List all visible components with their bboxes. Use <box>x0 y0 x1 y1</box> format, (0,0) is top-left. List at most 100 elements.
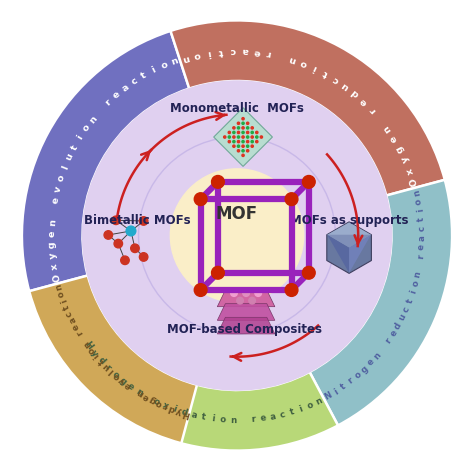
Text: r: r <box>75 328 85 337</box>
Circle shape <box>224 136 226 138</box>
Text: r: r <box>367 105 377 114</box>
Text: n: n <box>82 339 93 349</box>
Circle shape <box>242 154 244 156</box>
Circle shape <box>228 131 230 134</box>
Text: e: e <box>111 90 122 101</box>
Circle shape <box>242 145 244 147</box>
Text: g: g <box>118 375 128 386</box>
Text: l: l <box>60 164 70 171</box>
Text: a: a <box>269 412 276 422</box>
Text: x: x <box>161 401 170 411</box>
Text: t: t <box>97 357 106 365</box>
Circle shape <box>246 127 249 129</box>
Text: t: t <box>417 217 426 222</box>
Text: e: e <box>71 322 82 331</box>
Text: a: a <box>417 235 426 241</box>
Circle shape <box>242 122 244 124</box>
Circle shape <box>255 290 262 296</box>
Text: o: o <box>110 369 120 380</box>
Text: o: o <box>152 397 161 407</box>
Text: i: i <box>92 351 101 360</box>
Circle shape <box>246 145 249 147</box>
Circle shape <box>285 284 298 296</box>
Text: n: n <box>413 270 423 278</box>
Circle shape <box>237 122 240 124</box>
Circle shape <box>249 297 255 304</box>
Circle shape <box>246 131 249 134</box>
Text: e: e <box>358 96 369 106</box>
Circle shape <box>285 193 298 205</box>
Text: MOF: MOF <box>216 205 258 223</box>
Wedge shape <box>310 180 452 425</box>
Text: d: d <box>393 321 404 331</box>
Text: u: u <box>101 361 112 372</box>
Circle shape <box>194 193 207 205</box>
Circle shape <box>302 176 315 188</box>
Text: x: x <box>50 263 60 271</box>
Circle shape <box>237 140 240 143</box>
Text: c: c <box>331 74 340 84</box>
Circle shape <box>237 136 240 138</box>
Text: i: i <box>207 48 211 57</box>
Text: c: c <box>64 309 75 318</box>
Circle shape <box>211 267 224 279</box>
Text: o: o <box>410 279 421 287</box>
Text: y: y <box>175 406 183 416</box>
Text: c: c <box>417 226 426 231</box>
Circle shape <box>211 176 224 188</box>
Text: o: o <box>87 345 98 355</box>
Circle shape <box>251 140 253 143</box>
Text: n: n <box>288 54 297 65</box>
Text: n: n <box>315 396 324 406</box>
Text: r: r <box>416 253 425 259</box>
Text: o: o <box>112 371 122 382</box>
Text: Bimetallic MOFs: Bimetallic MOFs <box>84 214 191 227</box>
Text: g: g <box>148 394 157 405</box>
Circle shape <box>139 217 148 225</box>
Text: d: d <box>96 356 107 366</box>
Polygon shape <box>327 222 372 273</box>
Text: o: o <box>353 370 363 381</box>
Text: n: n <box>382 123 393 134</box>
Text: c: c <box>401 305 411 313</box>
Text: i: i <box>59 297 69 303</box>
Text: Monometallic  MOFs: Monometallic MOFs <box>170 102 304 115</box>
Text: y: y <box>400 155 411 164</box>
Text: r: r <box>162 401 169 411</box>
Circle shape <box>233 131 235 134</box>
Text: e: e <box>48 230 57 236</box>
Text: r: r <box>346 376 355 386</box>
Text: i: i <box>311 63 318 73</box>
Circle shape <box>237 131 240 134</box>
Circle shape <box>246 140 249 143</box>
Polygon shape <box>327 235 349 273</box>
Text: o: o <box>193 50 201 60</box>
Text: t: t <box>62 303 72 311</box>
Text: a: a <box>242 46 248 56</box>
Circle shape <box>131 244 139 252</box>
Text: N: N <box>322 391 333 402</box>
Text: H: H <box>181 408 191 418</box>
Circle shape <box>251 136 253 138</box>
Circle shape <box>237 150 240 152</box>
Circle shape <box>242 118 244 120</box>
Circle shape <box>112 216 120 225</box>
Circle shape <box>255 136 258 138</box>
Polygon shape <box>214 108 273 166</box>
Polygon shape <box>349 235 371 273</box>
Text: O: O <box>52 273 63 283</box>
Circle shape <box>246 136 249 138</box>
Text: e: e <box>389 133 400 143</box>
Text: n: n <box>170 56 179 67</box>
Text: g: g <box>394 144 406 154</box>
Text: t: t <box>140 71 148 81</box>
Circle shape <box>251 131 253 134</box>
Text: n: n <box>181 53 190 63</box>
Circle shape <box>237 127 240 129</box>
Wedge shape <box>61 324 338 451</box>
Circle shape <box>255 140 258 143</box>
Text: e: e <box>141 391 151 402</box>
Circle shape <box>243 290 249 296</box>
Text: r: r <box>265 49 272 58</box>
Text: v: v <box>53 185 63 193</box>
